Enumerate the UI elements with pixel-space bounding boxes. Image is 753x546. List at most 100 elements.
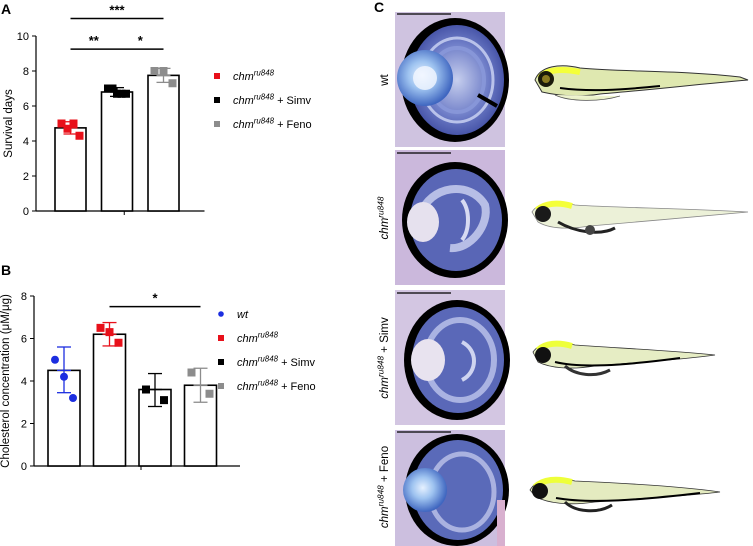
data-point [63, 124, 72, 133]
legend-label-sup: ru848 [254, 93, 275, 102]
significance-label: * [152, 291, 158, 306]
data-point [60, 372, 68, 381]
legend-marker [214, 121, 220, 127]
legend-label-italic: wt [237, 309, 249, 321]
data-point [96, 323, 105, 332]
bar [147, 74, 180, 212]
row-label-text: wt [379, 73, 391, 86]
row-label-text-sup: ru848 [376, 485, 385, 507]
legend-label-suffix: + Simv [278, 357, 315, 369]
legend-label: chmru848 + Feno [233, 117, 312, 131]
y-tick-label: 2 [23, 171, 29, 183]
y-tick-label: 6 [21, 334, 27, 346]
legend-label: chmru848 [237, 331, 279, 345]
data-point [168, 79, 177, 88]
significance-label: ** [89, 33, 100, 48]
data-point [108, 84, 117, 93]
legend-label-sup: ru848 [254, 117, 275, 126]
histology-chm [395, 150, 508, 285]
row-label: chmru848 + Feno [376, 446, 391, 528]
data-point [105, 328, 114, 337]
legend-label: chmru848 [233, 69, 275, 83]
legend-label-italic: chm [233, 119, 254, 131]
row-label: chmru848 + Simv [376, 317, 391, 399]
data-point [51, 355, 59, 364]
data-point [75, 131, 84, 140]
legend-label-sup: ru848 [258, 379, 279, 388]
data-point [117, 89, 126, 98]
row-label-text-suffix: wt [379, 73, 391, 86]
y-tick-label: 0 [23, 206, 29, 218]
data-point [142, 385, 150, 394]
histology-wt [395, 12, 509, 147]
row-label-text-sup: ru848 [376, 355, 385, 377]
legend-label-sup: ru848 [258, 355, 279, 364]
row-label-text-suffix: + Simv [379, 317, 391, 356]
row-label-text: chmru848 + Feno [376, 446, 391, 528]
legend-label-suffix: + Feno [278, 381, 316, 393]
row-label-text-italic: chm [379, 506, 391, 528]
row-label-text: chmru848 [376, 196, 391, 239]
y-tick-label: 4 [21, 376, 27, 388]
bar [54, 127, 87, 212]
data-point [159, 67, 168, 75]
data-point [122, 89, 130, 98]
data-point [205, 389, 214, 398]
panel-a-letter: A [1, 1, 11, 17]
row-label-text-sup: ru848 [376, 196, 385, 218]
y-tick-label: 6 [23, 101, 29, 113]
legend-label: wt [237, 309, 249, 321]
data-point [150, 67, 159, 75]
histology-chm-simv [395, 290, 510, 425]
legend-marker [218, 335, 224, 341]
data-point [113, 89, 121, 98]
y-tick-label: 10 [17, 31, 29, 43]
significance-label: * [138, 33, 144, 48]
row-label-text-italic: chm [379, 217, 391, 239]
histology-chm-feno [395, 430, 509, 546]
larva-chm-simv [532, 340, 716, 377]
panel-b-letter: B [1, 262, 11, 278]
legend-label-italic: chm [233, 95, 254, 107]
larva-wt [534, 65, 749, 101]
row-label-text-italic: chm [379, 377, 391, 399]
legend-label: chmru848 + Feno [237, 379, 316, 393]
legend-label: chmru848 + Simv [237, 355, 315, 369]
legend-label-italic: chm [237, 357, 258, 369]
significance-label: *** [109, 3, 125, 18]
data-point [69, 119, 78, 128]
data-point [160, 396, 168, 405]
data-point [104, 84, 112, 93]
y-axis-label: Survival days [3, 89, 15, 158]
legend-label-suffix: + Simv [274, 95, 311, 107]
bar [100, 91, 134, 212]
y-tick-label: 8 [21, 291, 27, 303]
row-label: wt [379, 73, 391, 86]
y-tick-label: 4 [23, 136, 29, 148]
legend-label-sup: ru848 [254, 69, 275, 78]
y-axis-label: Cholesterol concentration (μM/μg) [0, 294, 12, 468]
legend-marker [218, 359, 224, 365]
larva-chm-feno [529, 476, 721, 513]
legend-label-italic: chm [237, 381, 258, 393]
legend-label-italic: chm [233, 71, 254, 83]
legend-label: chmru848 + Simv [233, 93, 311, 107]
legend-marker [214, 73, 220, 79]
legend-label-sup: ru848 [258, 331, 279, 340]
legend-marker [218, 383, 224, 389]
larva-chm [531, 200, 749, 235]
data-point [114, 338, 123, 347]
data-point [69, 394, 77, 402]
legend-marker [218, 311, 224, 317]
panel-c-letter: C [374, 0, 384, 15]
y-tick-label: 2 [21, 419, 27, 431]
data-point [187, 368, 196, 377]
chart-b: 0 2 4 6 8 Cholesterol concentration (μM/μg) wt… [0, 291, 316, 473]
row-label: chmru848 [376, 196, 391, 239]
legend-label-suffix: + Feno [274, 119, 312, 131]
data-point [57, 119, 66, 128]
legend-marker [214, 97, 220, 103]
